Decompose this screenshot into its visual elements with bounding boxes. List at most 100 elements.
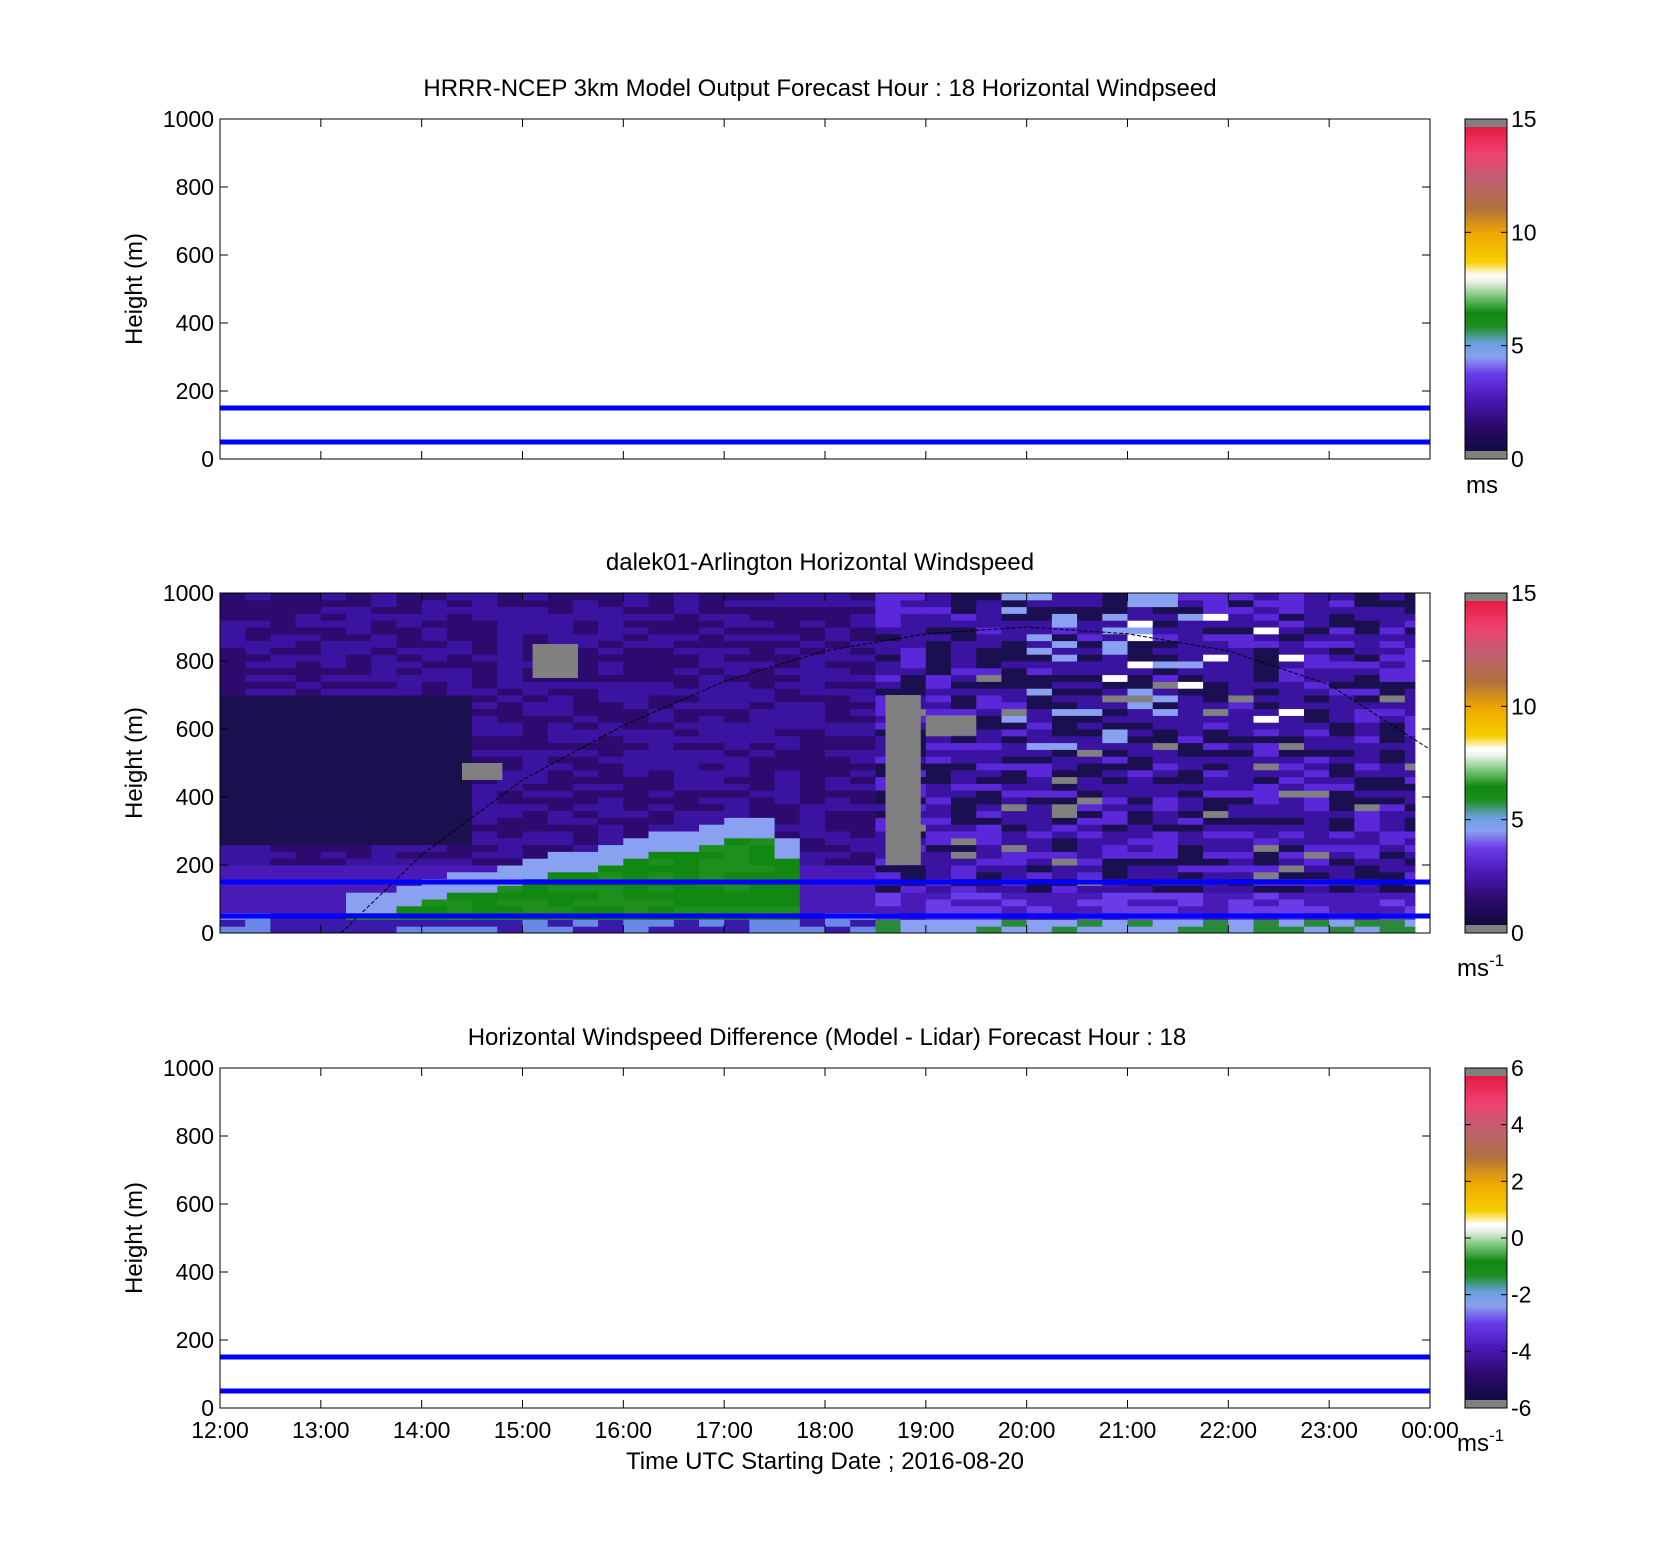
heatmap-cell bbox=[825, 756, 851, 764]
heatmap-cell bbox=[572, 926, 599, 934]
heatmap-cell bbox=[1177, 613, 1204, 621]
heatmap-cell bbox=[446, 661, 473, 669]
heatmap-cell bbox=[976, 810, 1002, 818]
heatmap-cell bbox=[446, 871, 473, 880]
heatmap-cell bbox=[774, 667, 801, 676]
heatmap-cell bbox=[648, 905, 675, 914]
heatmap-cell bbox=[673, 742, 700, 750]
heatmap-cell bbox=[396, 742, 423, 750]
heatmap-cell bbox=[1152, 844, 1179, 852]
heatmap-cell bbox=[1253, 620, 1280, 628]
heatmap-cell bbox=[1329, 817, 1355, 825]
heatmap-cell bbox=[850, 667, 876, 676]
heatmap-cell bbox=[774, 844, 801, 852]
heatmap-cell bbox=[346, 769, 372, 778]
heatmap-cell bbox=[1379, 837, 1406, 846]
heatmap-cell bbox=[749, 688, 776, 696]
heatmap-cell bbox=[1228, 647, 1254, 655]
heatmap-cell bbox=[648, 715, 675, 723]
heatmap-cell bbox=[1228, 769, 1254, 778]
heatmap-cell bbox=[245, 776, 271, 784]
heatmap-cell bbox=[1203, 790, 1229, 798]
heatmap-cell bbox=[1077, 701, 1103, 710]
heatmap-cell bbox=[1304, 892, 1330, 900]
heatmap-cell bbox=[270, 599, 297, 608]
heatmap-cell bbox=[623, 701, 649, 710]
heatmap-cell bbox=[1203, 701, 1229, 710]
heatmap-cell bbox=[446, 919, 473, 927]
heatmap-cell bbox=[1278, 674, 1305, 682]
heatmap-cell bbox=[1177, 633, 1204, 642]
heatmap-cell bbox=[1102, 715, 1128, 723]
heatmap-cell bbox=[1404, 892, 1416, 900]
heatmap-cell bbox=[799, 810, 826, 818]
heatmap-cell bbox=[951, 797, 977, 805]
heatmap-cell bbox=[1253, 858, 1280, 866]
heatmap-cell bbox=[1228, 606, 1254, 614]
ytick-label: 600 bbox=[176, 242, 214, 268]
heatmap-cell bbox=[346, 892, 372, 900]
heatmap-cell bbox=[951, 627, 977, 635]
heatmap-cell bbox=[295, 593, 322, 601]
heatmap-cell bbox=[1001, 722, 1028, 730]
heatmap-cell bbox=[1379, 797, 1406, 805]
heatmap-cell bbox=[1152, 667, 1179, 676]
heatmap-cell bbox=[1026, 674, 1053, 682]
heatmap-cell bbox=[220, 620, 246, 628]
heatmap-cell bbox=[825, 783, 851, 791]
heatmap-cell bbox=[472, 783, 498, 791]
heatmap-cell bbox=[270, 865, 297, 873]
heatmap-cell bbox=[699, 633, 725, 642]
heatmap-cell bbox=[396, 722, 423, 730]
heatmap-cell bbox=[547, 742, 574, 750]
heatmap-cell bbox=[673, 803, 700, 812]
heatmap-cell bbox=[1051, 749, 1078, 757]
heatmap-cell bbox=[522, 865, 549, 873]
heatmap-cell bbox=[346, 783, 372, 791]
heatmap-cell bbox=[220, 756, 246, 764]
heatmap-cell bbox=[774, 613, 801, 621]
heatmap-cell bbox=[1077, 776, 1103, 784]
heatmap-cell bbox=[724, 599, 750, 608]
heatmap-cell bbox=[1379, 776, 1406, 784]
heatmap-cell bbox=[900, 899, 927, 907]
panel-lidar: dalek01-Arlington Horizontal Windspeed 0… bbox=[121, 549, 1537, 982]
heatmap-cell bbox=[598, 790, 624, 798]
heatmap-cell bbox=[1354, 654, 1381, 662]
heatmap-cell bbox=[699, 661, 725, 669]
heatmap-cell bbox=[270, 783, 297, 791]
heatmap-cell bbox=[1177, 858, 1204, 866]
heatmap-cell bbox=[799, 633, 826, 642]
heatmap-cell bbox=[421, 810, 448, 818]
heatmap-cell bbox=[472, 735, 498, 744]
heatmap-cell bbox=[1051, 701, 1078, 710]
heatmap-cell bbox=[1278, 606, 1305, 614]
heatmap-cell bbox=[825, 620, 851, 628]
heatmap-cell bbox=[1304, 654, 1330, 662]
heatmap-cell bbox=[1329, 919, 1355, 927]
heatmap-cell bbox=[270, 674, 297, 682]
heatmap-cell bbox=[1102, 790, 1128, 798]
heatmap-cell bbox=[1077, 756, 1103, 764]
heatmap-cell bbox=[699, 674, 725, 682]
heatmap-cell bbox=[522, 919, 549, 927]
heatmap-cell bbox=[1228, 817, 1254, 825]
heatmap-cell bbox=[1077, 824, 1103, 832]
heatmap-cell bbox=[371, 790, 397, 798]
heatmap-cell bbox=[1253, 817, 1280, 825]
heatmap-cell bbox=[320, 613, 347, 621]
heatmap-cell bbox=[976, 892, 1002, 900]
heatmap-cell bbox=[976, 749, 1002, 757]
heatmap-cell bbox=[1354, 844, 1381, 852]
heatmap-cell bbox=[1329, 667, 1355, 676]
heatmap-cell bbox=[396, 593, 423, 601]
heatmap-cell bbox=[346, 701, 372, 710]
heatmap-cell bbox=[421, 613, 448, 621]
heatmap-cell bbox=[421, 803, 448, 812]
heatmap-cell bbox=[598, 810, 624, 818]
heatmap-cell bbox=[1329, 810, 1355, 818]
heatmap-cell bbox=[774, 892, 801, 900]
heatmap-cell bbox=[472, 749, 498, 757]
heatmap-cell bbox=[346, 810, 372, 818]
heatmap-cell bbox=[1329, 763, 1355, 771]
